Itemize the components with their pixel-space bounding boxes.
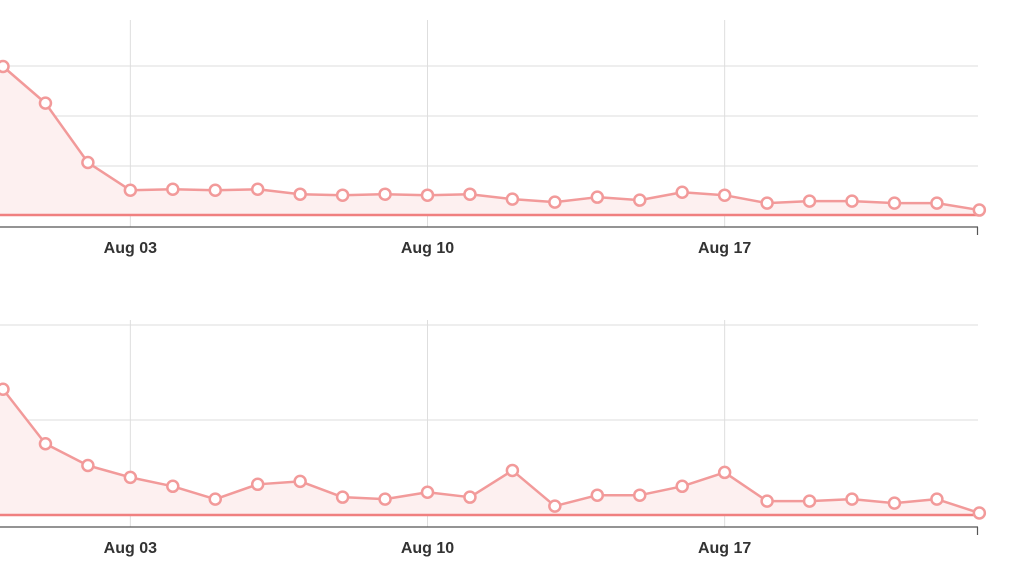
data-point[interactable] — [38, 96, 53, 110]
data-point[interactable] — [0, 382, 10, 397]
series-line — [0, 64, 980, 212]
chart-bottom: Aug 03 Aug 10 Aug 17 — [0, 320, 987, 557]
data-point[interactable] — [675, 185, 689, 199]
data-point[interactable] — [548, 195, 562, 209]
data-point[interactable] — [420, 485, 435, 499]
data-point[interactable] — [505, 463, 520, 478]
x-tick-label: Aug 17 — [698, 240, 751, 257]
data-point[interactable] — [802, 194, 817, 208]
data-point[interactable] — [845, 194, 859, 208]
data-point[interactable] — [0, 59, 10, 74]
data-point[interactable] — [81, 155, 95, 170]
data-point[interactable] — [123, 183, 138, 197]
data-point[interactable] — [590, 190, 605, 204]
series-area — [0, 66, 980, 215]
x-tick-label: Aug 10 — [401, 240, 454, 257]
data-point[interactable] — [166, 479, 180, 494]
data-point[interactable] — [293, 474, 307, 489]
data-point[interactable] — [38, 436, 53, 451]
data-point[interactable] — [590, 488, 605, 502]
data-point[interactable] — [930, 196, 944, 210]
data-point[interactable] — [930, 492, 944, 506]
data-point[interactable] — [250, 182, 265, 197]
data-point[interactable] — [293, 187, 307, 201]
x-tick-label: Aug 17 — [698, 540, 751, 557]
x-tick-label: Aug 10 — [401, 540, 454, 557]
data-point[interactable] — [972, 203, 987, 217]
series-area — [0, 389, 980, 515]
data-point[interactable] — [887, 196, 902, 210]
data-point[interactable] — [972, 506, 987, 520]
data-point[interactable] — [250, 477, 265, 492]
data-point[interactable] — [887, 496, 902, 510]
data-point[interactable] — [420, 188, 435, 202]
data-point[interactable] — [166, 182, 180, 197]
chart-top: Aug 03 Aug 10 Aug 17 — [0, 20, 987, 257]
data-point[interactable] — [208, 183, 222, 197]
data-point[interactable] — [548, 499, 562, 513]
data-point[interactable] — [505, 192, 520, 206]
data-point[interactable] — [802, 494, 817, 508]
data-point[interactable] — [378, 492, 392, 506]
x-tick-label: Aug 03 — [104, 540, 157, 557]
data-point[interactable] — [633, 193, 647, 207]
data-point[interactable] — [760, 196, 774, 210]
data-point[interactable] — [463, 490, 477, 504]
data-point[interactable] — [717, 188, 732, 202]
data-point[interactable] — [208, 492, 222, 506]
data-point[interactable] — [845, 492, 859, 506]
data-point[interactable] — [675, 479, 689, 494]
data-point[interactable] — [760, 494, 774, 508]
data-point[interactable] — [81, 458, 95, 473]
data-point[interactable] — [717, 465, 732, 480]
data-point[interactable] — [633, 488, 647, 502]
x-tick-label: Aug 03 — [104, 240, 157, 257]
data-point[interactable] — [463, 187, 477, 201]
data-point[interactable] — [123, 470, 138, 485]
data-point[interactable] — [335, 188, 350, 202]
data-point[interactable] — [378, 187, 392, 201]
data-point[interactable] — [335, 490, 350, 504]
